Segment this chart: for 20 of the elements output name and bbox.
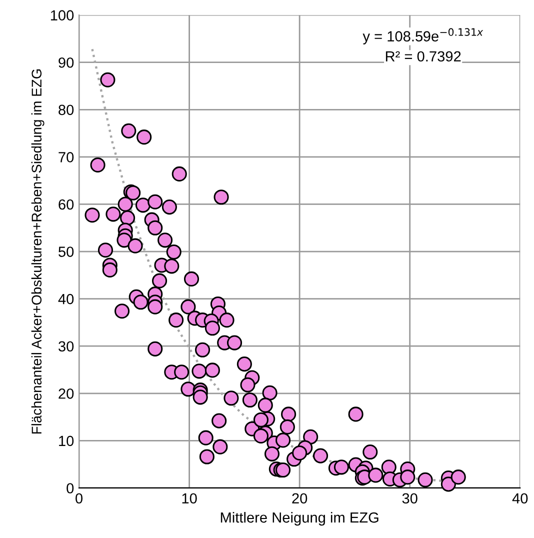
y-tick-label: 20 (58, 388, 74, 399)
x-tick-label: 40 (512, 493, 528, 504)
x-axis-title: Mittlere Neigung im EZG (220, 512, 378, 526)
y-tick-label: 40 (58, 294, 74, 304)
x-tick-label: 20 (292, 493, 308, 504)
y-tick-label: 70 (58, 152, 74, 162)
y-tick-label: 60 (58, 199, 74, 210)
y-tick-label: 80 (58, 104, 74, 116)
y-tick-label: 10 (59, 436, 74, 446)
y-tick-label: 0 (66, 483, 74, 494)
y-tick-label: 50 (58, 246, 74, 257)
x-tick-label: 0 (76, 493, 83, 504)
annotation: y = 108.59e$^{−0.131x}$ (362, 28, 484, 44)
x-tick-label: 30 (402, 493, 418, 504)
y-tick-label: 90 (58, 57, 74, 68)
x-tick-label: 10 (182, 493, 197, 504)
y-tick-label: 30 (58, 341, 74, 352)
y-axis-title: Flächenanteil Acker+Obskulturen+Reben+Siedlung im EZG (31, 69, 44, 434)
y-tick-label: 100 (50, 10, 74, 20)
annotation: R² = 0.7392 (386, 51, 461, 62)
